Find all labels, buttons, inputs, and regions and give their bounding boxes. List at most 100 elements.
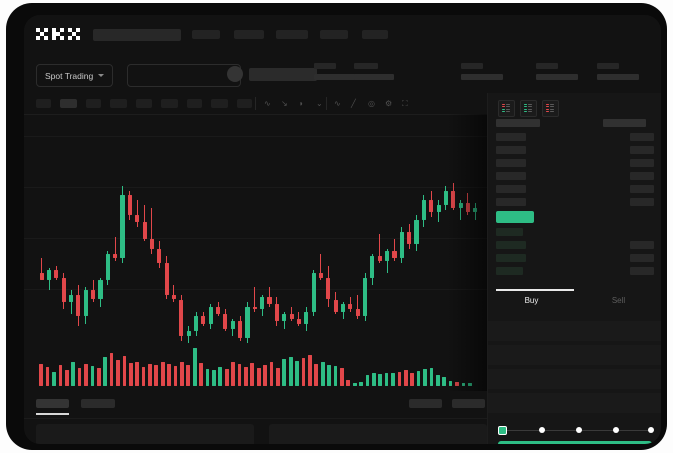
stepper-dot-25[interactable] bbox=[539, 427, 545, 433]
candle-body bbox=[385, 251, 390, 261]
volume-bar bbox=[77, 367, 82, 386]
nav-item-3[interactable] bbox=[276, 30, 308, 39]
candle-body bbox=[465, 202, 471, 213]
toggle-bar bbox=[506, 108, 510, 110]
orders-panel-left bbox=[36, 424, 254, 444]
chart-plot-area[interactable] bbox=[24, 114, 487, 391]
orderbook-ask-row[interactable] bbox=[496, 159, 526, 167]
candle-body bbox=[208, 306, 213, 324]
candle-body bbox=[326, 277, 331, 300]
trendline-icon[interactable]: ↘ bbox=[281, 99, 288, 108]
okx-logo[interactable] bbox=[36, 28, 82, 40]
camera-icon[interactable]: ◎ bbox=[368, 99, 375, 108]
nav-item-4[interactable] bbox=[320, 30, 348, 39]
toggle-bar bbox=[545, 111, 549, 113]
stat-24h-low-value bbox=[536, 74, 578, 80]
tab-sell[interactable]: Sell bbox=[611, 296, 626, 305]
candle-body bbox=[429, 200, 434, 213]
line-chart-icon[interactable]: ∿ bbox=[334, 99, 341, 108]
stat-change bbox=[354, 63, 394, 80]
candle-wick bbox=[254, 287, 256, 312]
volume-bar bbox=[109, 353, 114, 386]
volume-bar bbox=[384, 372, 389, 386]
stepper-dot-100[interactable] bbox=[648, 427, 654, 433]
timeframe-1m[interactable] bbox=[36, 99, 51, 108]
cancel-all-button[interactable] bbox=[452, 399, 485, 408]
orderbook-bid-amount bbox=[630, 254, 654, 262]
fullscreen-icon[interactable]: ⛶ bbox=[402, 99, 408, 108]
volume-bar bbox=[288, 356, 293, 386]
timeframe-1mo[interactable] bbox=[237, 99, 252, 108]
volume-bar bbox=[359, 381, 363, 386]
timeframe-4h[interactable] bbox=[161, 99, 178, 108]
volume-bar bbox=[58, 365, 63, 386]
order-type-field[interactable] bbox=[488, 321, 661, 341]
stepper-knob[interactable] bbox=[498, 425, 507, 435]
orderbook-view-asks[interactable] bbox=[542, 100, 559, 117]
pair-name-label bbox=[249, 68, 317, 81]
timeframe-1d[interactable] bbox=[187, 99, 202, 108]
stat-24h-volume-value bbox=[597, 74, 639, 80]
tab-open-orders[interactable] bbox=[36, 399, 69, 408]
nav-item-5[interactable] bbox=[362, 30, 388, 39]
timeframe-15m[interactable] bbox=[86, 99, 101, 108]
volume-bar bbox=[122, 355, 127, 386]
candle-body bbox=[282, 314, 287, 322]
measure-icon[interactable]: ╱ bbox=[351, 99, 356, 108]
candle-body bbox=[120, 195, 125, 259]
stepper-dot-50[interactable] bbox=[576, 427, 582, 433]
candle-wick bbox=[151, 207, 153, 254]
volume-bar bbox=[224, 369, 229, 386]
volume-bar bbox=[244, 366, 248, 386]
orderbook-ask-row[interactable] bbox=[496, 133, 526, 141]
orderbook-ask-row[interactable] bbox=[496, 198, 526, 206]
candle-body bbox=[61, 277, 66, 302]
orderbook-bid-row[interactable] bbox=[496, 267, 523, 275]
orderbook-view-both[interactable] bbox=[498, 100, 515, 117]
compare-icon[interactable]: ◑ bbox=[298, 99, 303, 108]
volume-bar bbox=[192, 348, 197, 386]
volume-bar bbox=[199, 363, 203, 386]
tab-order-history[interactable] bbox=[81, 399, 115, 408]
volume-bar bbox=[103, 356, 108, 386]
candle-body bbox=[311, 272, 316, 312]
settings-icon[interactable]: ⚙ bbox=[385, 99, 393, 108]
candle-body bbox=[193, 316, 199, 331]
candle-body bbox=[39, 272, 44, 281]
amount-field[interactable] bbox=[488, 369, 661, 389]
orderbook-view-bids[interactable] bbox=[520, 100, 537, 117]
price-field[interactable] bbox=[488, 345, 661, 365]
trading-mode-select[interactable]: Spot Trading bbox=[36, 64, 114, 87]
total-field[interactable] bbox=[488, 393, 661, 413]
candle-body bbox=[436, 205, 441, 213]
candle-body bbox=[260, 297, 265, 310]
nav-item-1[interactable] bbox=[192, 30, 220, 39]
toolbar-divider bbox=[255, 97, 256, 110]
orderbook-bid-row[interactable] bbox=[496, 254, 526, 262]
tab-buy[interactable]: Buy bbox=[524, 296, 539, 305]
timeframe-1w[interactable] bbox=[211, 99, 228, 108]
submit-order-button[interactable] bbox=[498, 441, 652, 444]
chevron-down-icon[interactable]: ⌄ bbox=[316, 99, 323, 108]
timeframe-5m[interactable] bbox=[60, 99, 77, 108]
orderbook-ask-row[interactable] bbox=[496, 146, 526, 154]
volume-bar bbox=[256, 367, 261, 386]
pair-search-select[interactable] bbox=[127, 64, 241, 87]
orderbook-header-price bbox=[496, 119, 540, 127]
search-input[interactable] bbox=[93, 29, 181, 41]
orderbook-ask-row[interactable] bbox=[496, 185, 526, 193]
orderbook-bid-row[interactable] bbox=[496, 228, 523, 236]
stepper-dot-75[interactable] bbox=[613, 427, 619, 433]
hide-other-pairs-button[interactable] bbox=[409, 399, 442, 408]
candle-body bbox=[340, 304, 346, 312]
orderbook-ask-row[interactable] bbox=[496, 172, 526, 180]
volume-bar bbox=[135, 361, 139, 386]
timeframe-30m[interactable] bbox=[110, 99, 127, 108]
amount-percent-stepper[interactable] bbox=[498, 425, 654, 435]
nav-item-2[interactable] bbox=[234, 30, 264, 39]
indicator-icon[interactable]: ∿ bbox=[264, 99, 271, 108]
candle-body bbox=[142, 222, 147, 239]
orderbook-bid-row[interactable] bbox=[496, 241, 526, 249]
timeframe-1h[interactable] bbox=[136, 99, 152, 108]
